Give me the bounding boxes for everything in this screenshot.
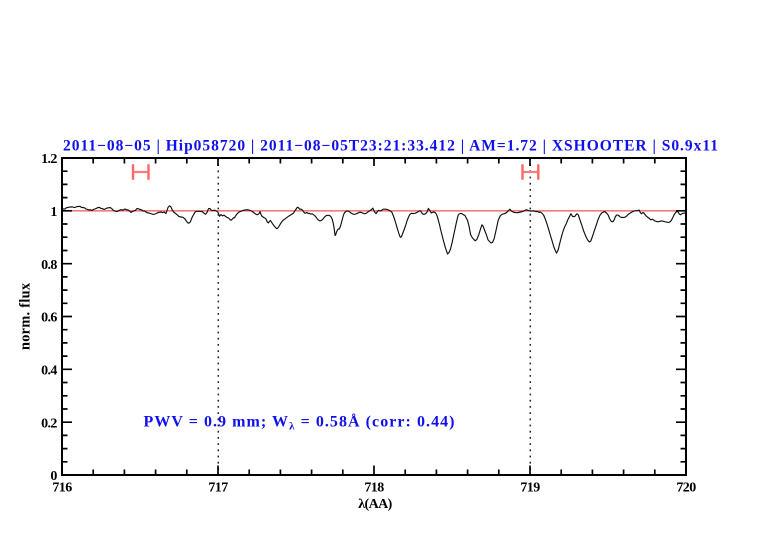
svg-text:2011−08−05 | Hip058720 | 2011−: 2011−08−05 | Hip058720 | 2011−08−05T23:2… — [63, 138, 718, 155]
svg-text:0.8: 0.8 — [41, 258, 57, 273]
svg-text:0.6: 0.6 — [41, 311, 57, 326]
svg-text:0.2: 0.2 — [41, 416, 57, 431]
svg-text:0: 0 — [50, 469, 57, 484]
svg-text:717: 717 — [208, 481, 228, 496]
svg-text:λ(AA): λ(AA) — [358, 497, 392, 512]
svg-text:1.2: 1.2 — [41, 152, 57, 167]
svg-text:720: 720 — [676, 481, 696, 496]
svg-text:719: 719 — [520, 481, 540, 496]
svg-text:718: 718 — [364, 481, 384, 496]
svg-text:1: 1 — [50, 205, 57, 220]
svg-text:norm. flux: norm. flux — [18, 282, 34, 350]
svg-text:0.4: 0.4 — [41, 364, 57, 379]
svg-text:716: 716 — [52, 481, 72, 496]
svg-text:PWV = 0.9 mm; Wλ = 0.58Å (corr: PWV = 0.9 mm; Wλ = 0.58Å (corr: 0.44) — [144, 412, 455, 432]
